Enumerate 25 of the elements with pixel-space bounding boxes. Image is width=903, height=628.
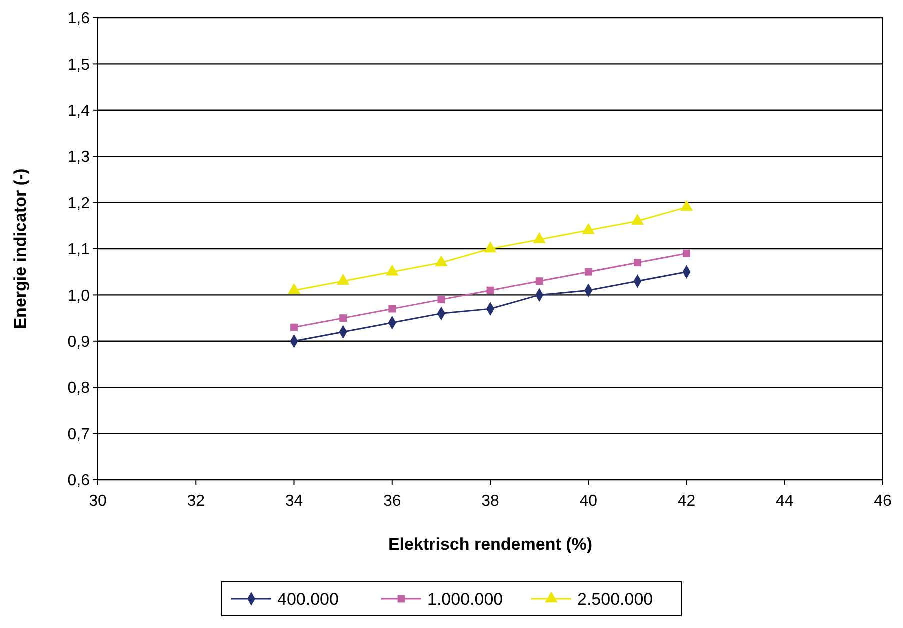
x-tick-label: 42 [678, 493, 696, 510]
legend-label: 1.000.000 [428, 590, 504, 609]
y-tick-label: 1,5 [68, 56, 90, 74]
x-tick-label: 36 [383, 493, 402, 510]
y-tick-label: 0,6 [68, 472, 90, 490]
legend-label: 400.000 [278, 590, 339, 609]
y-axis-title: Energie indicator (-) [11, 168, 30, 330]
legend-label: 2.500.000 [578, 590, 654, 609]
y-tick-label: 1,0 [68, 288, 90, 305]
x-tick-label: 30 [89, 493, 107, 510]
x-tick-label: 44 [776, 493, 794, 510]
y-tick-label: 1,2 [68, 195, 90, 212]
x-tick-label: 46 [874, 493, 892, 510]
y-tick-label: 1,6 [68, 10, 90, 28]
y-tick-label: 1,1 [68, 242, 90, 259]
x-tick-label: 38 [482, 493, 500, 510]
y-tick-label: 0,9 [68, 334, 90, 351]
y-tick-label: 1,3 [68, 149, 90, 166]
y-tick-label: 0,7 [68, 426, 90, 444]
x-tick-label: 34 [285, 493, 304, 510]
y-tick-label: 1,4 [68, 103, 90, 120]
x-axis-title: Elektrisch rendement (%) [388, 535, 593, 554]
y-tick-label: 0,8 [68, 380, 90, 398]
x-tick-label: 40 [580, 493, 598, 510]
x-tick-label: 32 [187, 493, 206, 510]
